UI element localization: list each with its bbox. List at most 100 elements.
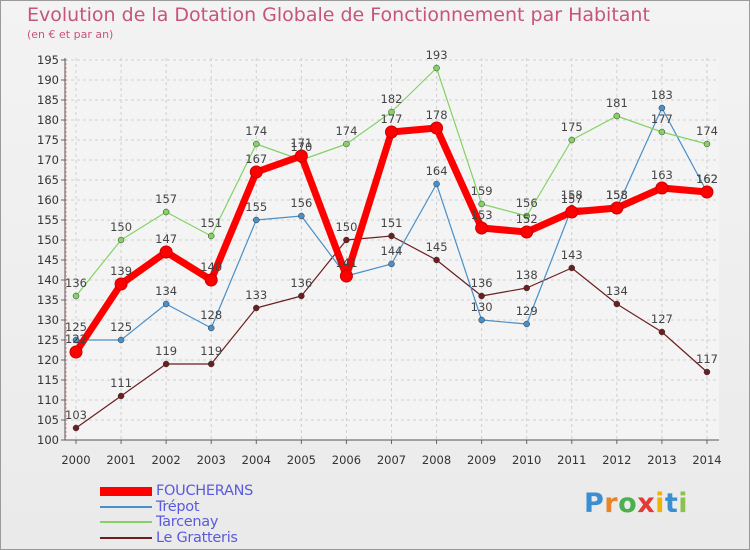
series-tarcenay-data-label: 175 xyxy=(561,120,583,134)
series-le-gratteris-data-label: 133 xyxy=(245,288,267,302)
series-tr-pot-point xyxy=(658,104,666,112)
series-foucherans-point xyxy=(384,125,398,139)
series-tr-pot-point xyxy=(72,336,80,344)
y-tick-label: 115 xyxy=(37,373,59,387)
series-tarcenay-data-label: 174 xyxy=(335,124,357,138)
series-le-gratteris-data-label: 134 xyxy=(606,284,628,298)
series-le-gratteris-point xyxy=(658,328,666,336)
series-tarcenay-point xyxy=(658,128,666,136)
series-foucherans-data-label: 141 xyxy=(335,256,357,270)
y-tick-label: 105 xyxy=(37,413,59,427)
chart-subtitle: (en € et par an) xyxy=(27,28,114,41)
x-tick-label: 2006 xyxy=(332,453,361,467)
y-tick-label: 140 xyxy=(37,273,59,287)
series-tarcenay-data-label: 193 xyxy=(426,48,448,62)
series-le-gratteris-data-label: 119 xyxy=(200,344,222,358)
series-foucherans-data-label: 177 xyxy=(381,112,403,126)
y-tick-label: 145 xyxy=(37,253,59,267)
series-foucherans-point xyxy=(294,149,308,163)
x-tick-label: 2011 xyxy=(557,453,586,467)
series-le-gratteris-point xyxy=(703,368,711,376)
series-tarcenay-point xyxy=(253,140,260,148)
series-le-gratteris-point xyxy=(568,264,576,272)
series-tr-pot-data-label: 134 xyxy=(155,284,177,298)
y-tick-label: 135 xyxy=(37,293,59,307)
y-tick-label: 160 xyxy=(37,193,59,207)
series-tarcenay-point xyxy=(207,232,215,240)
series-le-gratteris-data-label: 127 xyxy=(651,312,673,326)
series-foucherans-point xyxy=(700,185,714,199)
x-tick-label: 2010 xyxy=(512,453,541,467)
series-tr-pot-data-label: 125 xyxy=(110,320,132,334)
x-tick-label: 2008 xyxy=(422,453,451,467)
series-tarcenay-point xyxy=(72,292,80,300)
series-tr-pot-point xyxy=(388,260,395,268)
legend-tarcenay-swatch xyxy=(100,521,152,523)
legend-tr-pot-swatch xyxy=(100,505,152,508)
series-tr-pot-data-label: 129 xyxy=(516,304,538,318)
y-tick-label: 175 xyxy=(37,133,59,147)
series-foucherans-point xyxy=(520,225,534,239)
series-tarcenay-point xyxy=(117,236,125,244)
chart-title: Evolution de la Dotation Globale de Fonc… xyxy=(27,4,650,26)
x-tick-label: 2009 xyxy=(467,453,496,467)
series-le-gratteris-data-label: 117 xyxy=(696,352,718,366)
series-foucherans-data-label: 139 xyxy=(110,264,132,278)
series-tr-pot-point xyxy=(298,212,305,220)
legend-tarcenay-label: Tarcenay xyxy=(156,514,219,530)
series-tarcenay-data-label: 136 xyxy=(65,276,87,290)
series-le-gratteris-point xyxy=(613,300,621,308)
series-tarcenay-point xyxy=(388,108,395,116)
x-tick-label: 2012 xyxy=(602,453,631,467)
x-tick-label: 2014 xyxy=(692,453,721,467)
series-foucherans-data-label: 140 xyxy=(200,260,222,274)
x-tick-label: 2000 xyxy=(61,453,90,467)
series-le-gratteris-data-label: 119 xyxy=(155,344,177,358)
y-tick-label: 130 xyxy=(37,313,59,327)
series-tarcenay-data-label: 174 xyxy=(245,124,267,138)
series-le-gratteris-point xyxy=(72,424,80,432)
series-tarcenay-data-label: 170 xyxy=(290,140,312,154)
series-tarcenay-data-label: 182 xyxy=(381,92,403,106)
series-foucherans-data-label: 163 xyxy=(651,168,673,182)
series-foucherans-point xyxy=(204,273,218,287)
series-foucherans-point xyxy=(655,181,669,195)
x-tick-label: 2004 xyxy=(242,453,271,467)
series-foucherans-data-label: 122 xyxy=(65,332,87,346)
y-tick-label: 150 xyxy=(37,233,59,247)
series-le-gratteris-point xyxy=(478,292,485,300)
series-tarcenay-data-label: 159 xyxy=(471,184,493,198)
series-foucherans-point xyxy=(114,277,128,291)
series-tarcenay-point xyxy=(433,64,440,72)
series-tr-pot-data-label: 164 xyxy=(426,164,448,178)
y-tick-label: 170 xyxy=(37,153,59,167)
series-tr-pot-data-label: 158 xyxy=(561,188,583,202)
proxiti-logo: Proxiti xyxy=(584,488,689,519)
y-tick-label: 185 xyxy=(37,93,59,107)
series-le-gratteris-data-label: 136 xyxy=(471,276,493,290)
series-foucherans-point xyxy=(565,205,579,219)
series-tr-pot-point xyxy=(478,316,485,324)
series-foucherans-point xyxy=(69,345,83,359)
series-foucherans-point xyxy=(339,269,353,283)
series-tarcenay-point xyxy=(478,200,485,208)
series-tarcenay-data-label: 177 xyxy=(651,112,673,126)
series-tarcenay-data-label: 156 xyxy=(516,196,538,210)
series-tr-pot-point xyxy=(433,180,440,188)
series-tarcenay-data-label: 174 xyxy=(696,124,718,138)
series-tr-pot-data-label: 128 xyxy=(200,308,222,322)
series-foucherans-data-label: 167 xyxy=(245,152,267,166)
series-tarcenay-data-label: 151 xyxy=(200,216,222,230)
series-le-gratteris-data-label: 150 xyxy=(335,220,357,234)
x-tick-label: 2003 xyxy=(197,453,226,467)
series-tr-pot-point xyxy=(207,324,215,332)
x-tick-label: 2002 xyxy=(151,453,180,467)
y-tick-label: 100 xyxy=(37,433,59,447)
legend-le-gratteris-label: Le Gratteris xyxy=(156,529,238,546)
series-foucherans-point xyxy=(475,221,489,235)
series-foucherans-data-label: 157 xyxy=(561,192,583,206)
y-tick-label: 110 xyxy=(37,393,59,407)
legend-le-gratteris-swatch xyxy=(100,536,152,539)
series-tr-pot-point xyxy=(253,216,260,224)
